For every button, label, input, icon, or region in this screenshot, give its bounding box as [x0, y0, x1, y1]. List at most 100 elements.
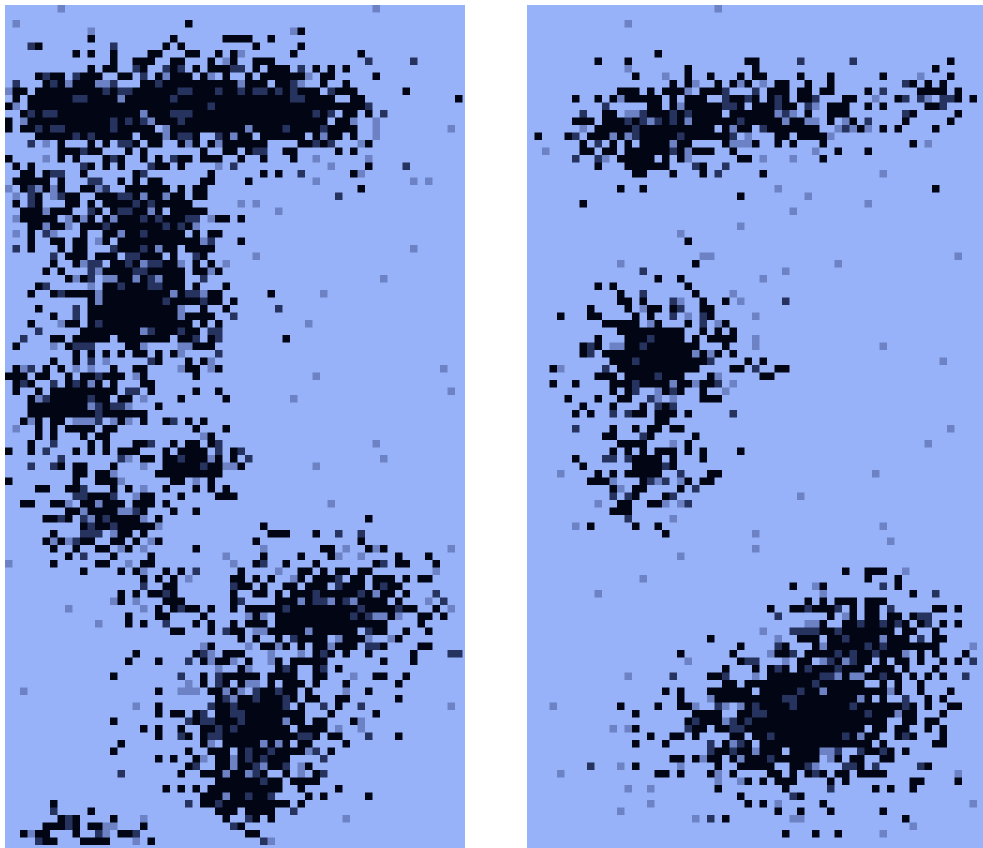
pixel: [268, 530, 276, 538]
pixel: [118, 230, 126, 238]
pixel: [298, 88, 306, 96]
pixel: [902, 733, 910, 741]
pixel: [752, 313, 760, 321]
pixel: [178, 88, 186, 96]
pixel: [320, 590, 328, 598]
pixel: [73, 380, 81, 388]
pixel: [133, 598, 141, 606]
pixel: [358, 725, 366, 733]
pixel: [625, 125, 633, 133]
pixel: [163, 163, 171, 171]
pixel: [298, 725, 306, 733]
pixel: [610, 470, 618, 478]
pixel: [230, 575, 238, 583]
pixel: [110, 515, 118, 523]
pixel: [65, 500, 73, 508]
pixel: [820, 703, 828, 711]
pixel: [50, 193, 58, 201]
pixel: [28, 365, 36, 373]
pixel: [850, 650, 858, 658]
pixel: [73, 110, 81, 118]
pixel: [193, 50, 201, 58]
pixel: [298, 785, 306, 793]
pixel: [50, 185, 58, 193]
pixel: [425, 575, 433, 583]
pixel: [595, 343, 603, 351]
pixel: [745, 358, 753, 366]
pixel: [275, 125, 283, 133]
pixel: [707, 673, 715, 681]
pixel: [268, 710, 276, 718]
pixel: [5, 88, 13, 96]
pixel: [238, 718, 246, 726]
pixel: [842, 635, 850, 643]
pixel: [677, 703, 685, 711]
pixel: [812, 688, 820, 696]
pixel: [752, 763, 760, 771]
pixel: [193, 260, 201, 268]
pixel: [275, 620, 283, 628]
pixel: [178, 350, 186, 358]
pixel: [155, 725, 163, 733]
pixel: [857, 643, 865, 651]
pixel: [95, 478, 103, 486]
pixel: [298, 620, 306, 628]
pixel: [140, 200, 148, 208]
pixel: [230, 463, 238, 471]
pixel: [610, 283, 618, 291]
pixel: [722, 665, 730, 673]
pixel: [632, 125, 640, 133]
pixel: [872, 568, 880, 576]
pixel: [125, 290, 133, 298]
pixel: [88, 88, 96, 96]
pixel: [917, 778, 925, 786]
pixel: [50, 223, 58, 231]
pixel: [805, 110, 813, 118]
pixel: [208, 238, 216, 246]
pixel: [110, 133, 118, 141]
pixel: [722, 725, 730, 733]
pixel: [223, 215, 231, 223]
pixel: [80, 110, 88, 118]
pixel: [58, 815, 66, 823]
pixel: [73, 253, 81, 261]
pixel: [685, 110, 693, 118]
pixel: [700, 388, 708, 396]
pixel: [820, 583, 828, 591]
pixel: [215, 88, 223, 96]
pixel: [752, 365, 760, 373]
pixel: [872, 613, 880, 621]
pixel: [610, 448, 618, 456]
pixel: [343, 635, 351, 643]
pixel: [872, 643, 880, 651]
pixel: [178, 103, 186, 111]
pixel: [962, 650, 970, 658]
pixel: [625, 88, 633, 96]
pixel: [670, 95, 678, 103]
pixel: [110, 673, 118, 681]
pixel: [88, 148, 96, 156]
pixel: [163, 73, 171, 81]
pixel: [358, 530, 366, 538]
pixel: [632, 343, 640, 351]
pixel: [625, 343, 633, 351]
pixel: [313, 725, 321, 733]
pixel: [572, 380, 580, 388]
pixel: [103, 155, 111, 163]
pixel: [910, 823, 918, 831]
pixel: [677, 125, 685, 133]
pixel: [28, 170, 36, 178]
pixel: [238, 463, 246, 471]
pixel: [380, 598, 388, 606]
pixel: [50, 88, 58, 96]
pixel: [140, 283, 148, 291]
pixel: [715, 5, 723, 13]
pixel: [760, 103, 768, 111]
pixel: [617, 125, 625, 133]
pixel: [655, 320, 663, 328]
pixel: [767, 673, 775, 681]
pixel: [760, 155, 768, 163]
pixel: [707, 740, 715, 748]
pixel: [95, 530, 103, 538]
pixel: [133, 65, 141, 73]
